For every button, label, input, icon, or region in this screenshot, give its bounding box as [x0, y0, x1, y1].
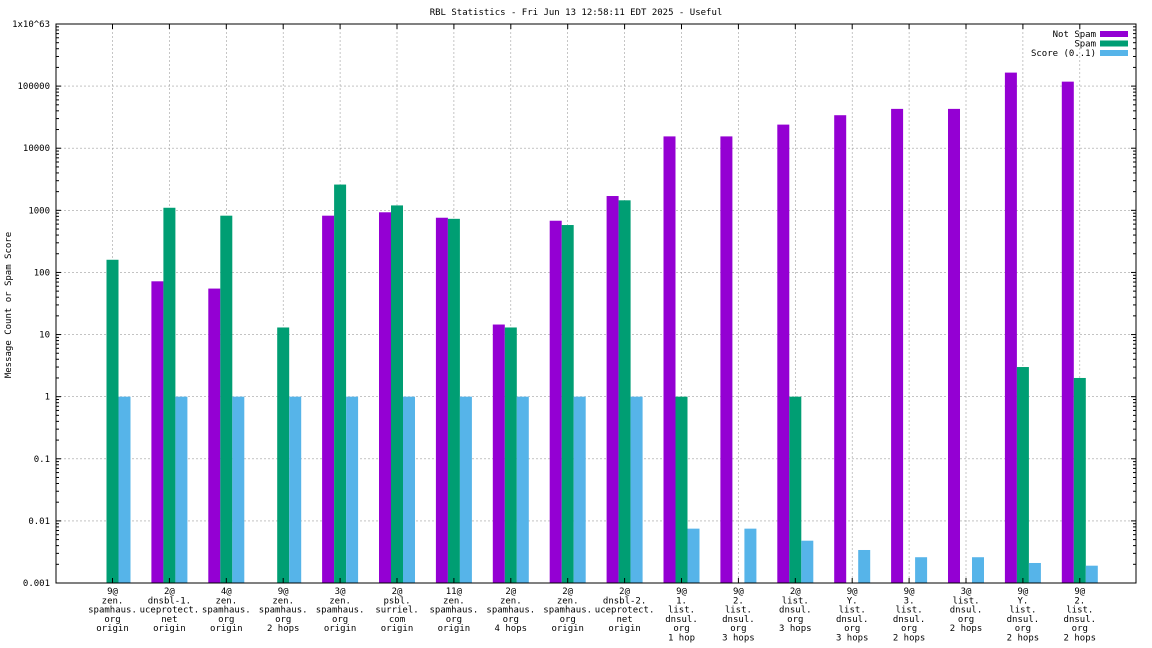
bar-not-spam — [435, 217, 448, 583]
y-tick-label: 0.01 — [28, 517, 50, 527]
plot-frame — [55, 23, 1137, 584]
bar-spam — [618, 200, 631, 583]
bar-not-spam — [492, 324, 505, 583]
bar-spam — [1073, 377, 1086, 583]
bar-not-spam — [606, 196, 619, 583]
bar-spam — [675, 396, 688, 583]
bar-not-spam — [777, 124, 790, 584]
x-tick-label: 9@ zen. spamhaus. org origin — [88, 587, 137, 634]
x-tick-label: 9@ zen. spamhaus. org 2 hops — [259, 587, 308, 634]
y-tick-label: 0.1 — [34, 455, 50, 465]
bar-score-0-1 — [232, 396, 245, 583]
bar-score-0-1 — [972, 557, 984, 583]
bar-spam — [561, 225, 574, 583]
bar-not-spam — [379, 212, 391, 583]
bar-score-0-1 — [744, 528, 757, 583]
bar-spam — [220, 215, 233, 583]
x-tick-label: 9@ 2. list. dnsul. org 3 hops — [722, 587, 755, 644]
bar-spam — [277, 327, 290, 583]
y-tick-label: 1 — [45, 393, 50, 403]
legend-label: Not Spam — [1053, 30, 1096, 40]
x-tick-label: 9@ Y. list. dnsul. org 3 hops — [836, 587, 869, 644]
bar-not-spam — [549, 220, 562, 583]
bar-not-spam — [1061, 81, 1074, 584]
bar-spam — [789, 396, 802, 583]
y-tick-label: 10 — [39, 331, 50, 341]
bar-score-0-1 — [118, 396, 131, 583]
chart-title: RBL Statistics - Fri Jun 13 12:58:11 EDT… — [430, 8, 723, 18]
bar-not-spam — [834, 115, 847, 583]
bar-score-0-1 — [1028, 562, 1041, 583]
bar-not-spam — [1004, 72, 1017, 584]
bars-layer — [106, 72, 1098, 584]
bar-score-0-1 — [459, 396, 472, 583]
y-axis-label: Message Count or Spam Score — [4, 232, 14, 378]
x-tick-label: 3@ list. dnsul. org 2 hops — [950, 587, 983, 634]
x-tick-label: 2@ zen. spamhaus. org origin — [543, 587, 592, 634]
x-tick-label: 9@ 1. list. dnsul. org 1 hop — [665, 587, 698, 644]
bar-spam — [1016, 367, 1029, 583]
y-tick-label: 1x10^63 — [12, 20, 50, 30]
bar-score-0-1 — [403, 396, 415, 583]
x-tick-label: 9@ Y. list. dnsul. org 2 hops — [1007, 587, 1040, 644]
legend-swatch — [1100, 50, 1128, 56]
bar-spam — [504, 327, 517, 583]
bar-score-0-1 — [687, 528, 700, 583]
x-tick-label: 2@ list. dnsul. org 3 hops — [779, 587, 812, 634]
x-tick-label: 9@ 3. list. dnsul. org 2 hops — [893, 587, 926, 644]
legend-swatch — [1100, 31, 1128, 37]
bar-score-0-1 — [858, 549, 871, 583]
y-tick-label: 1000 — [28, 206, 50, 216]
bar-spam — [163, 207, 176, 583]
bar-spam — [447, 218, 460, 583]
legend-label: Score (0..1) — [1031, 49, 1096, 59]
bar-score-0-1 — [516, 396, 529, 583]
x-tick-label: 9@ 2. list. dnsul. org 2 hops — [1064, 587, 1097, 644]
bar-not-spam — [720, 136, 733, 583]
x-tick-label: 3@ zen. spamhaus. org origin — [316, 587, 365, 634]
y-tick-label: 0.001 — [23, 579, 50, 589]
bar-score-0-1 — [346, 396, 359, 583]
bar-spam — [391, 205, 403, 584]
x-tick-label: 2@ dnsbl-2. uceprotect. net origin — [595, 587, 655, 634]
x-tick-label: 11@ zen. spamhaus. org origin — [430, 587, 479, 634]
bar-score-0-1 — [630, 396, 643, 583]
x-tick-label: 4@ zen. spamhaus. org origin — [202, 587, 251, 634]
legend-label: Spam — [1074, 40, 1096, 50]
y-tick-label: 100 — [34, 268, 50, 278]
bar-not-spam — [948, 108, 960, 583]
bar-score-0-1 — [289, 396, 302, 583]
bar-score-0-1 — [915, 557, 928, 583]
bar-not-spam — [151, 281, 164, 583]
x-tick-label: 2@ zen. spamhaus. org 4 hops — [486, 587, 535, 634]
ticks-layer: 0.001 0.01 0.1 1 10 100 1000 10000 100000 1x10^63… — [12, 20, 1136, 644]
bar-spam — [334, 184, 347, 583]
bar-score-0-1 — [175, 396, 188, 583]
bar-not-spam — [322, 215, 335, 583]
bar-spam — [106, 259, 119, 583]
legend-swatch — [1100, 40, 1128, 47]
bar-score-0-1 — [801, 540, 814, 583]
bar-score-0-1 — [573, 396, 586, 583]
bar-not-spam — [208, 288, 221, 583]
bar-score-0-1 — [1085, 565, 1098, 583]
bar-not-spam — [891, 108, 904, 583]
y-tick-label: 10000 — [23, 144, 50, 154]
x-tick-label: 2@ psbl. surriel. com origin — [375, 587, 418, 634]
y-tick-label: 100000 — [17, 82, 50, 92]
bar-not-spam — [663, 136, 676, 583]
x-tick-label: 2@ dnsbl-1. uceprotect. net origin — [140, 587, 200, 634]
